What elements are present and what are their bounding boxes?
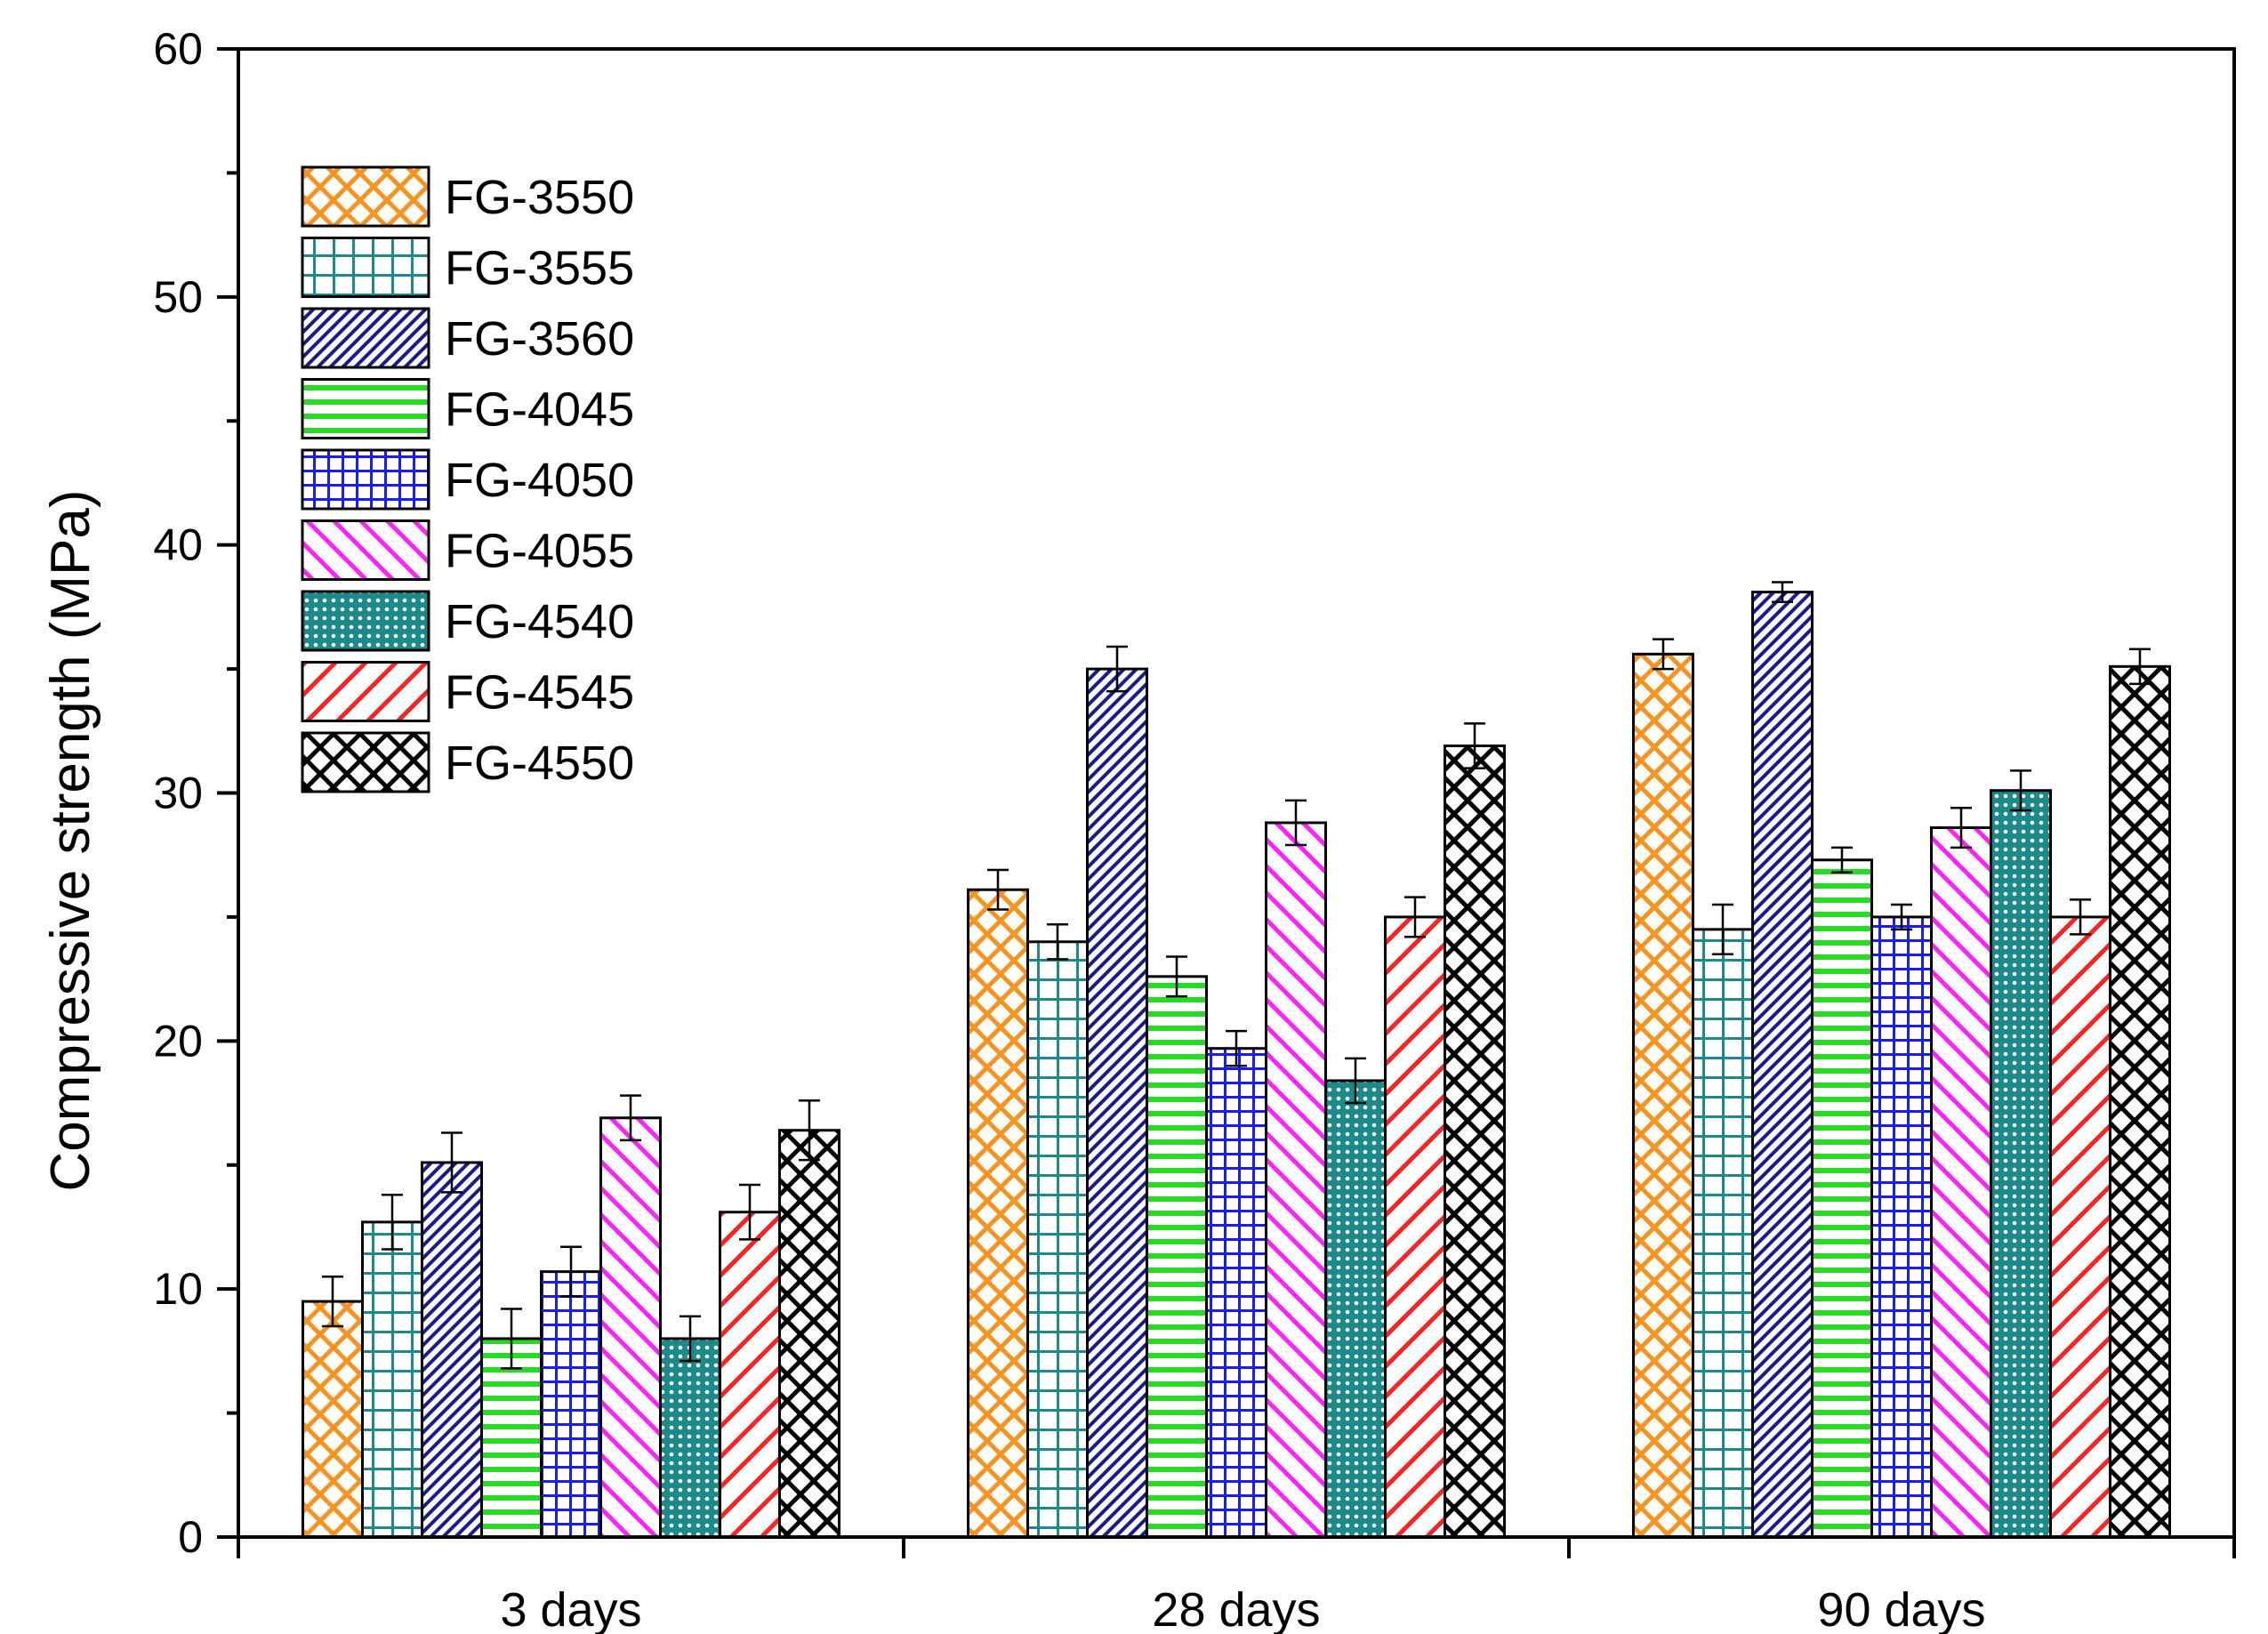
legend-swatch-fg-4550: [301, 731, 430, 793]
plot-area: [302, 581, 2171, 1539]
bar-fg-4550-3-days: [778, 1129, 840, 1539]
legend-swatch-fg-4545: [301, 661, 430, 722]
error-bar-fg-4545-90-days: [2070, 898, 2091, 936]
x-category-label: 90 days: [1817, 1583, 1985, 1634]
bar-fg-3555-28-days: [1026, 940, 1089, 1539]
bar-fg-3555-3-days: [361, 1220, 423, 1539]
error-bar-fg-4550-90-days: [2129, 648, 2151, 686]
y-tick-label: 20: [153, 1016, 203, 1066]
error-bar-fg-3555-90-days: [1712, 903, 1733, 955]
y-tick-label: 50: [153, 272, 203, 322]
error-bar-fg-4550-3-days: [799, 1099, 820, 1162]
bar-fg-4540-28-days: [1324, 1079, 1387, 1539]
error-bar-fg-4045-28-days: [1166, 955, 1187, 998]
legend-label-fg-4545: FG-4545: [445, 666, 634, 720]
error-bar-fg-4050-28-days: [1226, 1029, 1247, 1067]
bar-fg-3550-3-days: [302, 1300, 364, 1539]
error-bar-fg-4540-90-days: [2010, 769, 2031, 812]
bar-fg-4550-28-days: [1444, 745, 1506, 1539]
bar-fg-3550-90-days: [1632, 652, 1694, 1539]
y-tick-label: 0: [178, 1512, 203, 1562]
legend-swatch-fg-4050: [301, 448, 430, 511]
bar-fg-4545-3-days: [719, 1211, 781, 1539]
y-axis-title: Compressive strength (MPa): [40, 489, 101, 1191]
bar-fg-4055-28-days: [1265, 821, 1327, 1539]
legend-swatch-fg-4540: [301, 590, 430, 652]
y-tick-label: 30: [153, 769, 203, 818]
bar-fg-4050-3-days: [540, 1270, 602, 1539]
legend-label-fg-4055: FG-4055: [445, 525, 634, 578]
error-bar-fg-4045-90-days: [1831, 846, 1853, 873]
y-tick-label: 10: [153, 1264, 203, 1314]
error-bar-fg-4055-28-days: [1285, 799, 1307, 847]
legend-label-fg-4050: FG-4050: [445, 454, 634, 507]
error-bar-fg-3555-28-days: [1047, 923, 1068, 961]
error-bar-fg-4540-3-days: [680, 1315, 701, 1363]
bar-fg-4055-3-days: [599, 1116, 662, 1539]
error-bar-fg-4055-90-days: [1950, 806, 1972, 849]
error-bar-fg-4045-3-days: [501, 1308, 522, 1370]
bar-fg-4050-28-days: [1205, 1047, 1267, 1539]
bar-fg-4545-90-days: [2049, 915, 2111, 1539]
bar-fg-4540-3-days: [659, 1337, 721, 1539]
legend-label-fg-3555: FG-3555: [445, 242, 634, 295]
legend-label-fg-3560: FG-3560: [445, 312, 634, 366]
error-bar-fg-4050-90-days: [1891, 903, 1912, 931]
legend-swatch-fg-4055: [301, 519, 430, 581]
legend-label-fg-3550: FG-3550: [445, 171, 634, 224]
error-bar-fg-3560-28-days: [1106, 645, 1128, 693]
bar-fg-4050-90-days: [1870, 915, 1933, 1539]
y-tick-label: 40: [153, 520, 203, 570]
legend-label-fg-4550: FG-4550: [445, 737, 634, 790]
error-bar-fg-4050-3-days: [560, 1245, 582, 1298]
bar-fg-3550-28-days: [967, 888, 1029, 1539]
error-bar-fg-3550-28-days: [987, 868, 1009, 911]
error-bar-fg-4540-28-days: [1345, 1057, 1366, 1105]
error-bar-fg-3560-90-days: [1772, 581, 1793, 604]
bar-fg-3560-90-days: [1751, 591, 1814, 1539]
error-bar-fg-3550-90-days: [1653, 638, 1674, 671]
y-tick-label: 60: [153, 24, 203, 74]
x-category-label: 3 days: [500, 1583, 641, 1634]
error-bar-fg-4545-3-days: [739, 1183, 760, 1241]
bar-fg-3560-3-days: [421, 1161, 483, 1539]
bar-fg-4055-90-days: [1930, 826, 1992, 1539]
bar-fg-4045-28-days: [1146, 975, 1208, 1539]
error-bar-fg-4545-28-days: [1404, 896, 1426, 938]
legend-label-fg-4045: FG-4045: [445, 383, 634, 437]
legend-label-fg-4540: FG-4540: [445, 595, 634, 648]
x-category-label: 28 days: [1152, 1583, 1320, 1634]
error-bar-fg-4550-28-days: [1464, 722, 1485, 769]
error-bar-fg-3560-3-days: [441, 1131, 462, 1194]
legend-swatch-fg-3550: [301, 165, 430, 228]
legend-swatch-fg-3560: [301, 307, 430, 369]
bar-fg-3560-28-days: [1086, 667, 1148, 1539]
bar-fg-3555-90-days: [1692, 928, 1754, 1539]
error-bar-fg-4055-3-days: [620, 1094, 641, 1142]
legend-swatch-fg-3555: [301, 237, 430, 298]
legend: FG-3550 FG-3555 FG-3560 FG-4045 FG-4050 FG-40…: [301, 165, 634, 793]
bar-fg-4545-28-days: [1384, 915, 1446, 1539]
bar-fg-4550-90-days: [2109, 664, 2171, 1539]
legend-swatch-fg-4045: [301, 378, 430, 439]
bar-fg-4540-90-days: [1990, 789, 2052, 1539]
error-bar-fg-3555-3-days: [382, 1193, 403, 1251]
error-bar-fg-3550-3-days: [322, 1275, 343, 1328]
bar-fg-4045-90-days: [1811, 858, 1873, 1539]
axes: 0 10 20 30 40 50 60 3 days 28 days 90 days: [153, 24, 2236, 1634]
